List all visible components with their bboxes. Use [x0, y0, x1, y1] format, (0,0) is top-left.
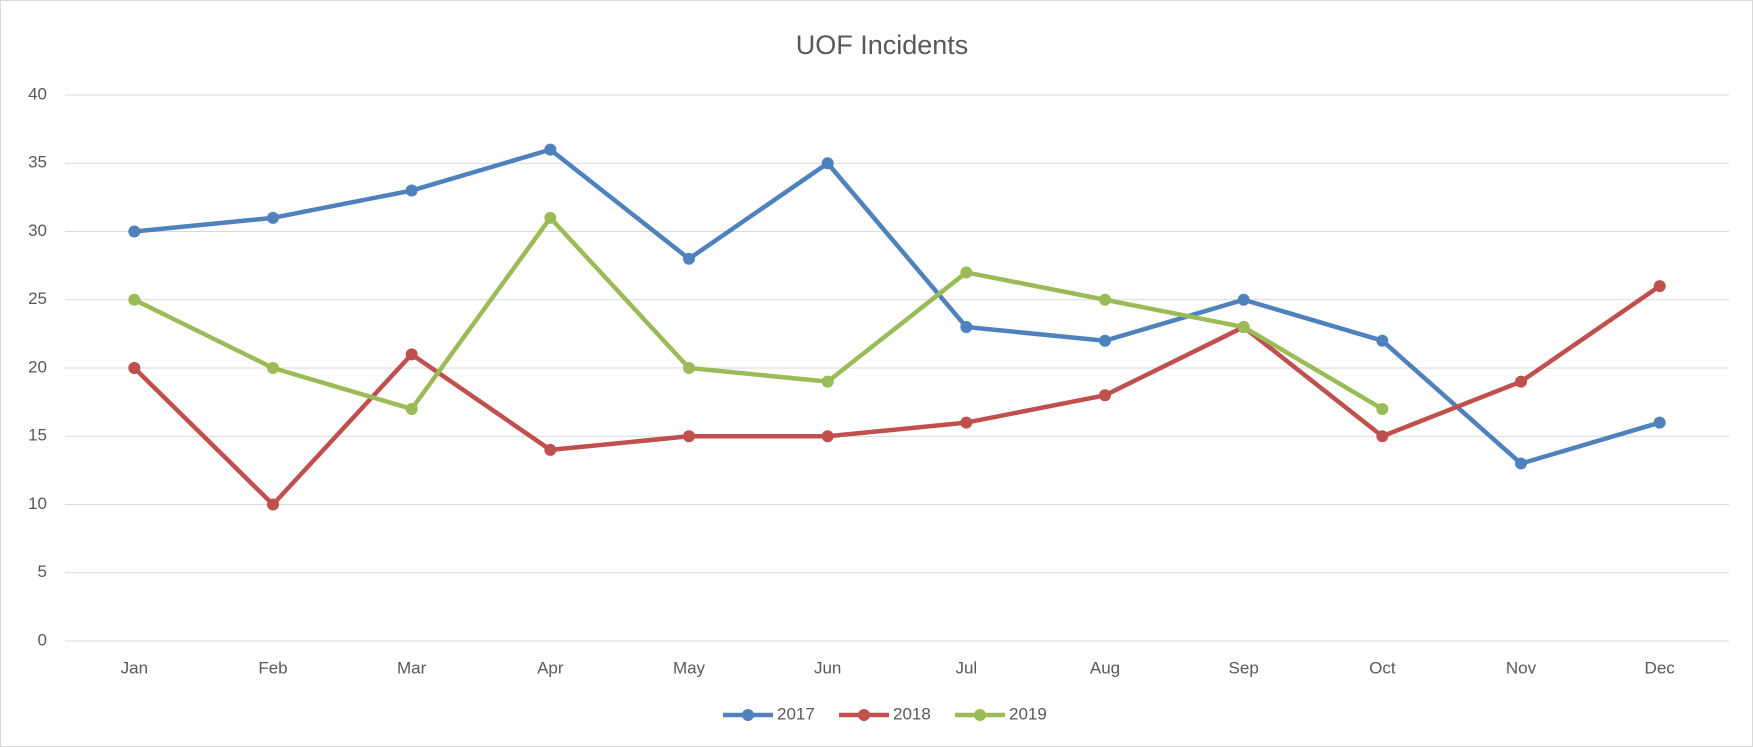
data-point [128, 293, 141, 306]
data-point [1237, 293, 1250, 306]
x-tick-label: Oct [1369, 658, 1396, 677]
legend-label: 2019 [1009, 704, 1047, 723]
data-point [267, 498, 279, 511]
y-tick-label: 10 [28, 494, 47, 513]
data-point [1376, 430, 1389, 443]
x-tick-label: Apr [537, 658, 564, 677]
data-point [1099, 334, 1111, 347]
y-tick-label: 5 [38, 562, 47, 581]
x-tick-label: Dec [1645, 658, 1676, 677]
y-tick-label: 0 [38, 630, 47, 649]
x-tick-label: Jun [814, 658, 841, 677]
data-point [405, 348, 418, 361]
chart-title: UOF Incidents [796, 30, 969, 60]
legend-marker [742, 709, 754, 721]
data-point [960, 321, 973, 334]
x-tick-label: Jan [121, 658, 148, 677]
x-tick-label: Mar [397, 658, 427, 677]
data-point [683, 252, 695, 265]
series-line [132, 283, 1662, 507]
x-tick-label: May [673, 658, 706, 677]
data-point [683, 430, 695, 443]
legend-marker [858, 709, 870, 721]
data-point [683, 362, 695, 374]
data-point [821, 430, 834, 443]
x-tick-label: Jul [955, 658, 977, 677]
data-point [821, 157, 834, 170]
legend-marker [974, 709, 986, 721]
y-tick-label: 40 [28, 84, 47, 103]
data-point [267, 211, 279, 224]
y-tick-label: 15 [28, 426, 47, 445]
x-tick-label: Feb [258, 658, 287, 677]
legend-label: 2017 [777, 704, 815, 723]
data-point [1515, 375, 1527, 388]
x-tick-label: Nov [1506, 658, 1537, 677]
data-point [544, 143, 557, 156]
data-point [128, 225, 141, 238]
data-point [405, 402, 418, 415]
data-point [1099, 293, 1111, 306]
x-tick-label: Sep [1229, 658, 1259, 677]
data-point [544, 211, 557, 224]
legend-label: 2018 [893, 704, 931, 723]
data-point [1237, 321, 1250, 334]
data-point [1376, 334, 1389, 347]
series-line [132, 147, 1662, 466]
data-point [821, 375, 834, 388]
data-point [1099, 389, 1111, 402]
data-point [128, 362, 141, 374]
data-point [960, 416, 973, 429]
data-point [405, 184, 418, 197]
data-point [1653, 280, 1666, 293]
series-line [132, 215, 1385, 412]
x-tick-label: Aug [1090, 658, 1120, 677]
data-point [1376, 402, 1389, 415]
data-point [960, 266, 973, 279]
data-point [1515, 457, 1527, 470]
y-tick-label: 25 [28, 289, 47, 308]
y-tick-label: 20 [28, 357, 47, 376]
y-tick-label: 30 [28, 221, 47, 240]
data-point [544, 443, 557, 456]
y-tick-label: 35 [28, 153, 47, 172]
data-point [1653, 416, 1666, 429]
data-point [267, 362, 279, 374]
